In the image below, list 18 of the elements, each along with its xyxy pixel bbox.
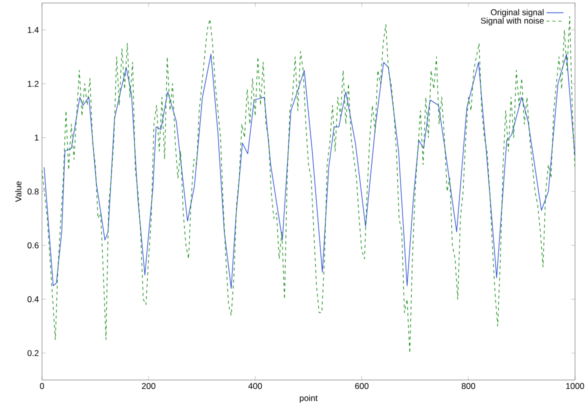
y-tick-label: 1: [34, 134, 39, 141]
y-tick-label: 1.2: [28, 80, 39, 87]
y-tick-label: 0.2: [28, 350, 39, 356]
y-tick-label: 0.6: [28, 242, 39, 248]
y-tick-label: 0.4: [28, 296, 39, 302]
x-tick-label: 0: [40, 383, 44, 390]
x-tick-label: 600: [355, 383, 369, 390]
legend-label: Original signal: [490, 9, 544, 17]
x-tick-label: 200: [142, 383, 156, 390]
x-axis-title: point: [300, 394, 318, 403]
x-tick-label: 1000: [566, 383, 584, 390]
line-series: [44, 54, 576, 289]
x-tick-label: 400: [248, 383, 262, 390]
y-tick-label: 1.4: [28, 27, 39, 33]
x-tick-label: 800: [462, 383, 476, 390]
y-axis-title: Value: [15, 181, 22, 202]
y-tick-label: 0.8: [28, 188, 39, 194]
legend-label: Signal with noise: [480, 17, 544, 26]
